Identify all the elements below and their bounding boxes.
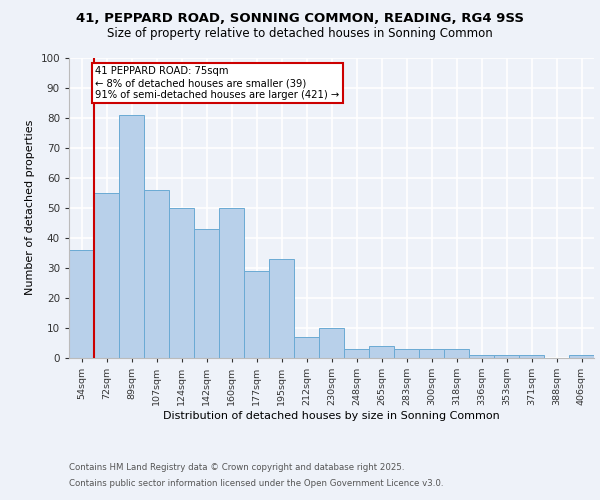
Bar: [294, 336, 319, 357]
Bar: [519, 354, 544, 358]
Text: Contains HM Land Registry data © Crown copyright and database right 2025.: Contains HM Land Registry data © Crown c…: [69, 464, 404, 472]
Bar: [169, 208, 194, 358]
Bar: [244, 270, 269, 358]
Text: 41 PEPPARD ROAD: 75sqm
← 8% of detached houses are smaller (39)
91% of semi-deta: 41 PEPPARD ROAD: 75sqm ← 8% of detached …: [95, 66, 340, 100]
Bar: [219, 208, 244, 358]
Bar: [194, 228, 219, 358]
Bar: [119, 114, 144, 358]
Bar: [144, 190, 169, 358]
Text: Size of property relative to detached houses in Sonning Common: Size of property relative to detached ho…: [107, 28, 493, 40]
Bar: [419, 348, 444, 358]
Bar: [469, 354, 494, 358]
Bar: [319, 328, 344, 358]
Bar: [369, 346, 394, 358]
Bar: [269, 258, 294, 358]
Bar: [69, 250, 94, 358]
Bar: [494, 354, 519, 358]
Y-axis label: Number of detached properties: Number of detached properties: [25, 120, 35, 295]
Bar: [569, 354, 594, 358]
Bar: [444, 348, 469, 358]
X-axis label: Distribution of detached houses by size in Sonning Common: Distribution of detached houses by size …: [163, 410, 500, 420]
Bar: [94, 192, 119, 358]
Bar: [344, 348, 369, 358]
Bar: [394, 348, 419, 358]
Text: Contains public sector information licensed under the Open Government Licence v3: Contains public sector information licen…: [69, 478, 443, 488]
Text: 41, PEPPARD ROAD, SONNING COMMON, READING, RG4 9SS: 41, PEPPARD ROAD, SONNING COMMON, READIN…: [76, 12, 524, 26]
